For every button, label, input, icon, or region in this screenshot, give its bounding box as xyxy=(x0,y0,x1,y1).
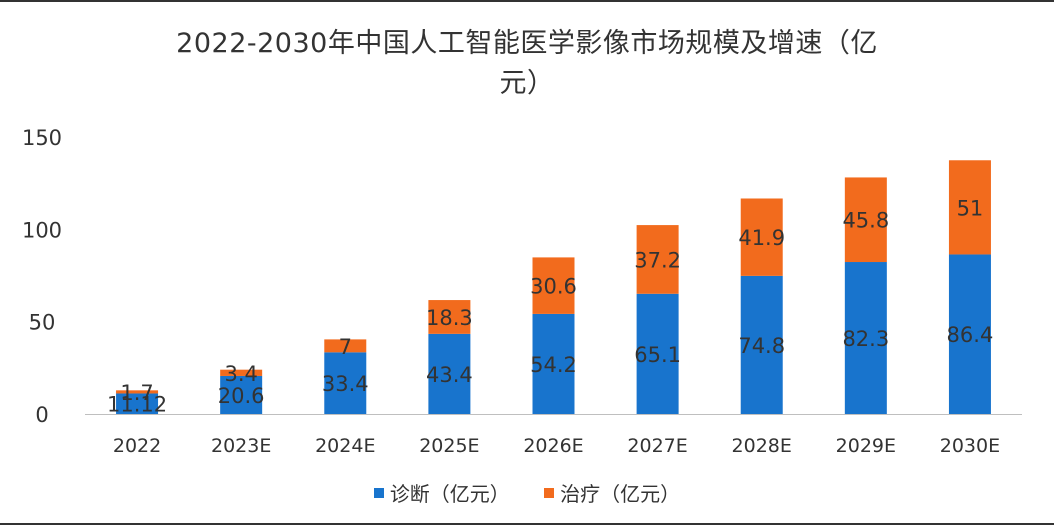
legend-item-treatment: 治疗（亿元） xyxy=(544,478,680,507)
data-label-treatment-2025E: 18.3 xyxy=(426,306,473,330)
data-label-treatment-2022: 1.7 xyxy=(120,381,153,405)
y-tick-label-2: 100 xyxy=(22,218,62,242)
bar-diagnosis-2027E xyxy=(636,293,679,414)
x-tick-label-2024E: 2024E xyxy=(315,435,375,457)
legend-item-diagnosis: 诊断（亿元） xyxy=(373,478,510,507)
data-label-treatment-2024E: 7 xyxy=(339,335,352,359)
legend-label-diagnosis: 诊断（亿元） xyxy=(389,482,510,506)
bar-diagnosis-2026E xyxy=(532,313,575,414)
top-border xyxy=(0,0,1054,2)
x-tick-label-2027E: 2027E xyxy=(627,435,687,457)
bar-treatment-2030E xyxy=(948,160,991,255)
x-tick-label-2026E: 2026E xyxy=(523,435,583,457)
data-label-treatment-2027E: 37.2 xyxy=(634,248,681,272)
data-label-diagnosis-2026E: 54.2 xyxy=(530,353,577,377)
bar-treatment-2024E xyxy=(324,339,367,353)
bar-treatment-2022 xyxy=(116,390,159,394)
legend-label-treatment: 治疗（亿元） xyxy=(560,482,681,506)
data-label-diagnosis-2030E: 86.4 xyxy=(947,323,994,347)
bottom-border xyxy=(0,523,1054,525)
bar-treatment-2026E xyxy=(532,257,575,314)
bar-treatment-2029E xyxy=(844,177,887,263)
data-label-treatment-2030E: 51 xyxy=(957,196,984,220)
bar-diagnosis-2022 xyxy=(116,393,159,414)
data-label-diagnosis-2028E: 74.8 xyxy=(738,334,785,358)
y-tick-label-1: 50 xyxy=(29,311,56,335)
data-label-diagnosis-2029E: 82.3 xyxy=(842,327,889,351)
bar-diagnosis-2028E xyxy=(740,275,783,414)
legend-swatch-treatment xyxy=(544,487,555,498)
x-tick-label-2029E: 2029E xyxy=(836,435,896,457)
data-label-diagnosis-2022: 11.12 xyxy=(107,393,167,417)
data-label-treatment-2029E: 45.8 xyxy=(842,209,889,233)
y-tick-label-3: 150 xyxy=(22,126,62,150)
data-label-treatment-2026E: 30.6 xyxy=(530,275,577,299)
bar-treatment-2023E xyxy=(220,369,263,376)
chart-title-line2: 元） xyxy=(499,68,555,99)
bar-diagnosis-2024E xyxy=(324,352,367,414)
x-tick-label-2025E: 2025E xyxy=(419,435,479,457)
x-tick-label-2028E: 2028E xyxy=(732,435,792,457)
chart-title: 2022-2030年中国人工智能医学影像市场规模及增速（亿 元） xyxy=(0,24,1054,104)
bar-treatment-2028E xyxy=(740,198,783,276)
bar-diagnosis-2030E xyxy=(948,254,991,414)
data-label-diagnosis-2024E: 33.4 xyxy=(322,372,369,396)
data-label-diagnosis-2025E: 43.4 xyxy=(426,363,473,387)
legend-swatch-diagnosis xyxy=(373,487,384,498)
x-tick-label-2022: 2022 xyxy=(113,435,161,457)
bar-diagnosis-2025E xyxy=(428,333,471,414)
data-label-treatment-2028E: 41.9 xyxy=(738,226,785,250)
bar-diagnosis-2029E xyxy=(844,262,887,414)
x-tick-label-2023E: 2023E xyxy=(211,435,271,457)
bar-treatment-2025E xyxy=(428,300,471,334)
data-label-diagnosis-2027E: 65.1 xyxy=(634,343,681,367)
data-label-treatment-2023E: 3.4 xyxy=(224,362,257,386)
y-tick-label-0: 0 xyxy=(35,403,48,427)
legend: 诊断（亿元） 治疗（亿元） xyxy=(0,478,1054,507)
data-label-diagnosis-2023E: 20.6 xyxy=(218,384,265,408)
bar-treatment-2027E xyxy=(636,225,679,294)
x-tick-label-2030E: 2030E xyxy=(940,435,1000,457)
bar-diagnosis-2023E xyxy=(220,375,263,414)
chart-title-line1: 2022-2030年中国人工智能医学影像市场规模及增速（亿 xyxy=(176,28,878,59)
